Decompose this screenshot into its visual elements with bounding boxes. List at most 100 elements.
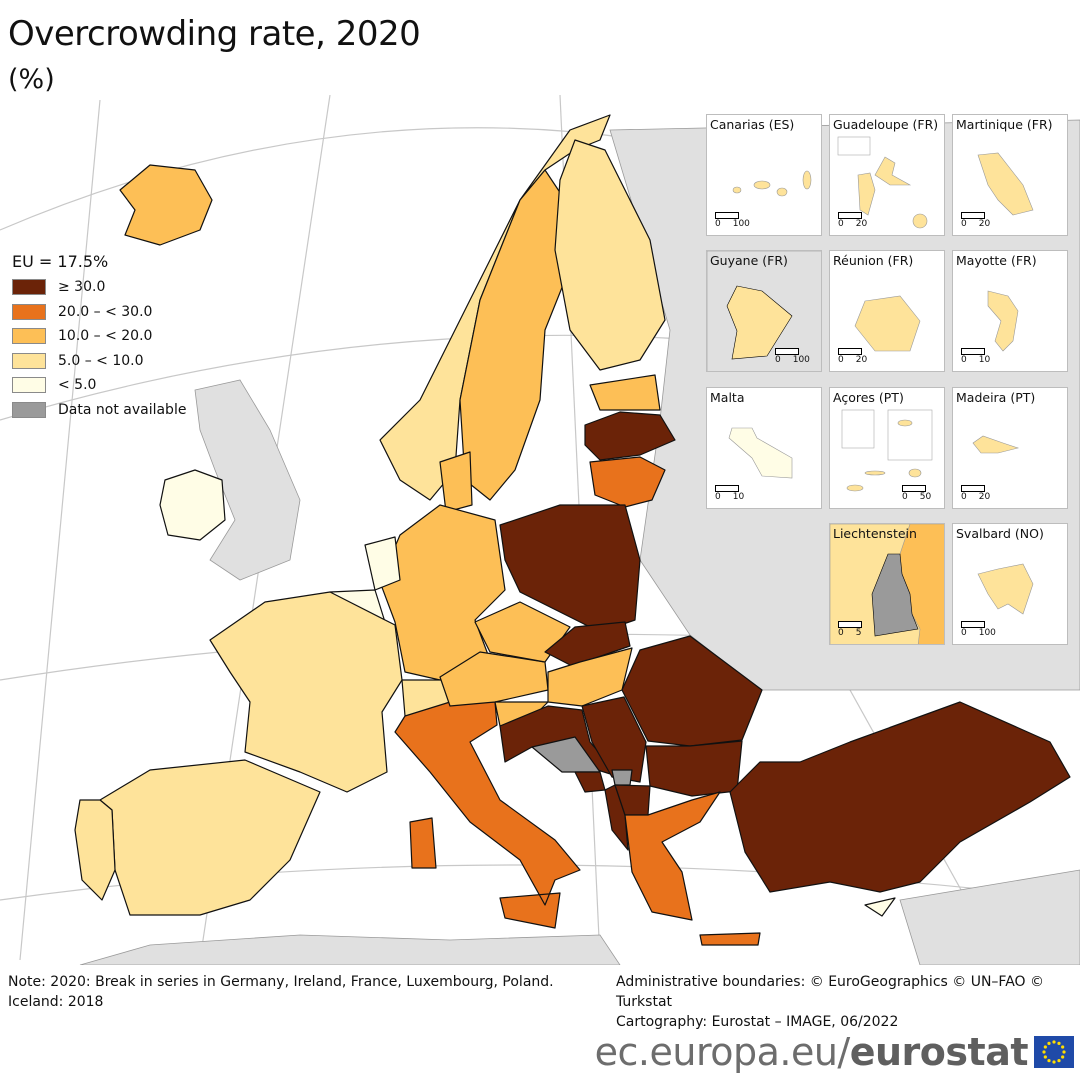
- scale-min: 0: [902, 492, 908, 502]
- eurostat-logo: ec.europa.eu/ eurostat: [595, 1030, 1074, 1074]
- scale-max: 20: [855, 219, 868, 229]
- legend-item: < 5.0: [12, 373, 186, 398]
- legend-item: 20.0 – < 30.0: [12, 300, 186, 325]
- legend-item: ≥ 30.0: [12, 275, 186, 300]
- scale-bar: 0 20: [961, 485, 990, 502]
- region-sk: [544, 621, 631, 667]
- eu-star-icon: [1042, 1050, 1046, 1054]
- scale-max: 5: [855, 628, 862, 638]
- eu-star-icon: [1061, 1045, 1065, 1049]
- inset-map: [977, 563, 1034, 615]
- inset-map: [728, 427, 793, 479]
- scale-max: 100: [732, 219, 750, 229]
- note-left: Note: 2020: Break in series in Germany, …: [8, 972, 554, 1012]
- scale-max: 20: [978, 219, 991, 229]
- eu-star-icon: [1057, 1059, 1061, 1063]
- inset-panel: Guadeloupe (FR) 0 20: [829, 114, 945, 236]
- scale-min: 0: [961, 219, 967, 229]
- region-xk: [611, 769, 633, 786]
- inset-map: [707, 251, 821, 371]
- region-fr: [209, 591, 403, 793]
- inset-title: Martinique (FR): [956, 117, 1053, 132]
- inset-panel: Svalbard (NO) 0 100: [952, 523, 1068, 645]
- scale-bar: 0 100: [961, 621, 996, 638]
- scale-bar: 0 100: [715, 212, 750, 229]
- note-break-in-series: Note: 2020: Break in series in Germany, …: [8, 974, 554, 990]
- inset-panel: Guyane (FR) 0 100: [706, 250, 822, 372]
- legend: EU = 17.5% ≥ 30.0 20.0 – < 30.0 10.0 – < 2…: [12, 252, 186, 422]
- scale-max: 10: [732, 492, 745, 502]
- scale-bar: 0 100: [775, 348, 810, 365]
- scale-bar: 0 10: [715, 485, 744, 502]
- scale-min: 0: [961, 492, 967, 502]
- inset-title: Açores (PT): [833, 390, 904, 405]
- eu-star-icon: [1062, 1050, 1066, 1054]
- region-ie: [159, 469, 226, 541]
- inset-map: [977, 152, 1034, 216]
- legend-label: < 5.0: [58, 377, 97, 394]
- scale-bar: 0 20: [838, 348, 867, 365]
- legend-swatch: [12, 401, 46, 418]
- scale-min: 0: [838, 628, 844, 638]
- legend-eu-average: EU = 17.5%: [12, 252, 109, 271]
- scale-min: 0: [775, 355, 781, 365]
- region-rs: [581, 696, 647, 783]
- eu-flag-icon: [1034, 1036, 1074, 1068]
- logo-brand: eurostat: [849, 1030, 1029, 1074]
- region-dk: [439, 451, 473, 513]
- region-es: [99, 759, 321, 916]
- inset-panel: Malta 0 10: [706, 387, 822, 509]
- region-tr: [729, 701, 1071, 893]
- inset-panel: Açores (PT) 0 50: [829, 387, 945, 509]
- region-is: [119, 164, 213, 246]
- legend-swatch: [12, 352, 46, 369]
- inset-title: Réunion (FR): [833, 253, 914, 268]
- inset-title: Mayotte (FR): [956, 253, 1037, 268]
- inset-map: [987, 290, 1019, 352]
- legend-swatch: [12, 279, 46, 296]
- inset-map: [732, 170, 812, 197]
- eu-star-icon: [1043, 1045, 1047, 1049]
- legend-label: 5.0 – < 10.0: [58, 352, 144, 369]
- logo-url: ec.europa.eu/: [594, 1030, 851, 1074]
- scale-max: 100: [978, 628, 996, 638]
- scale-min: 0: [838, 355, 844, 365]
- region-el: [624, 791, 761, 946]
- inset-map: [854, 295, 921, 352]
- eu-star-icon: [1052, 1060, 1056, 1064]
- scale-bar: 0 20: [838, 212, 867, 229]
- scale-min: 0: [961, 355, 967, 365]
- scale-bar: 0 10: [961, 348, 990, 365]
- legend-label: 10.0 – < 20.0: [58, 328, 153, 345]
- eu-star-icon: [1047, 1041, 1051, 1045]
- region-fi: [554, 139, 666, 371]
- map-subtitle: (%): [8, 64, 55, 95]
- legend-item: 5.0 – < 10.0: [12, 349, 186, 374]
- note-right: Administrative boundaries: © EuroGeograp…: [616, 972, 1080, 1032]
- scale-max: 10: [978, 355, 991, 365]
- inset-panel: Réunion (FR) 0 20: [829, 250, 945, 372]
- legend-item: Data not available: [12, 398, 186, 423]
- region-lt: [589, 456, 666, 508]
- note-iceland: Iceland: 2018: [8, 994, 104, 1010]
- legend-label: 20.0 – < 30.0: [58, 303, 153, 320]
- inset-title: Liechtenstein: [833, 526, 917, 541]
- scale-max: 20: [978, 492, 991, 502]
- legend-swatch: [12, 303, 46, 320]
- legend-item: 10.0 – < 20.0: [12, 324, 186, 349]
- inset-title: Guyane (FR): [710, 253, 788, 268]
- scale-min: 0: [961, 628, 967, 638]
- region-lv: [584, 411, 676, 461]
- scale-min: 0: [715, 492, 721, 502]
- inset-map: [972, 435, 1020, 454]
- inset-panel: Canarias (ES) 0 100: [706, 114, 822, 236]
- region-cy: [864, 897, 896, 917]
- inset-map: [837, 136, 928, 229]
- inset-title: Svalbard (NO): [956, 526, 1044, 541]
- scale-min: 0: [715, 219, 721, 229]
- eu-star-icon: [1043, 1055, 1047, 1059]
- eu-star-icon: [1052, 1040, 1056, 1044]
- region-ee: [589, 374, 661, 411]
- eu-star-icon: [1061, 1055, 1065, 1059]
- scale-bar: 0 50: [902, 485, 931, 502]
